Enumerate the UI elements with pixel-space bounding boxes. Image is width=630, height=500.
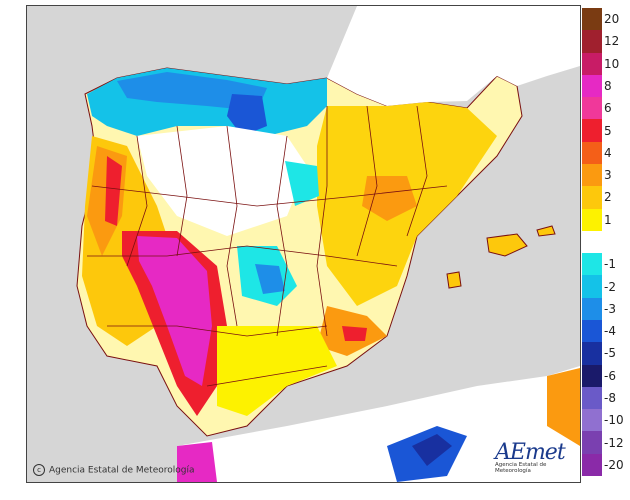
legend-swatch [582,386,602,410]
france-region [327,6,580,106]
legend-label: -12 [604,435,624,450]
legend-label: -2 [604,279,616,294]
aemet-logo: AEmet Agencia Estatal de Meteorología [495,440,577,476]
legend-swatch [582,164,602,187]
legend-swatch [582,8,602,31]
legend-label: -20 [604,457,624,472]
legend-label: 1 [604,212,612,227]
legend-swatch [582,297,602,321]
color-scale-legend [582,8,602,477]
legend-swatch [582,253,602,276]
legend-label: -3 [604,301,616,316]
warm-anomaly-southeast-red [342,326,367,341]
legend-swatch [582,74,602,98]
legend-label: -6 [604,368,616,383]
cold-anomaly-iberian [285,161,319,206]
copyright-notice: c Agencia Estatal de Meteorología [33,464,195,476]
balearic-ibiza [446,271,462,289]
copyright-icon: c [33,464,45,476]
temperature-anomaly-map [26,5,581,483]
legend-swatch [582,30,602,54]
legend-label: -1 [604,257,616,272]
north-africa-hot [177,442,217,482]
legend-swatch [582,52,602,76]
legend-swatch [582,119,602,143]
legend-swatch [582,275,602,299]
legend-swatch [582,453,602,477]
north-africa-cold-deep [412,434,452,466]
legend-label: -8 [604,391,616,405]
legend-swatch [582,364,602,388]
legend-swatch [582,141,602,165]
legend-swatch [582,320,602,343]
legend-label: 2 [604,190,612,205]
legend-swatch [582,342,602,366]
legend-label: 10 [604,56,620,71]
warm-anomaly-east-orange [362,176,417,221]
hot-anomaly-portugal [105,156,122,226]
extreme-anomaly-southwest [137,236,212,386]
legend-label: 5 [604,123,612,138]
cold-anomaly-cantabrian [227,94,267,136]
legend-label: 4 [604,145,612,160]
legend-label: -5 [604,346,616,361]
legend-swatch [582,97,602,120]
legend-label: -10 [604,413,624,428]
legend-label: 8 [604,79,612,93]
legend-label: 6 [604,101,612,116]
legend-label: 3 [604,168,612,183]
legend-label: 20 [604,12,620,27]
balearic-menorca [536,225,556,237]
cold-anomaly-north-deep [117,72,267,111]
legend-swatch [582,208,602,232]
legend-swatch [582,186,602,210]
warm-anomaly-andalusia [217,326,337,416]
legend-swatch [582,431,602,455]
balearic-mallorca [486,233,528,257]
neutral-north-plateau [137,126,307,236]
logo-brand: AEmet [495,440,566,465]
north-africa-warm-east [547,368,580,446]
province-borders [87,105,448,387]
copyright-text: Agencia Estatal de Meteorología [49,465,195,476]
map-canvas [76,6,580,482]
north-africa-region [177,366,580,482]
logo-subtext: Agencia Estatal de Meteorología [495,462,547,474]
legend-swatch [582,230,602,254]
legend-label: -4 [604,324,616,339]
legend-swatch [582,409,602,432]
legend-label: 12 [604,34,620,49]
cold-anomaly-center-deep [255,264,285,294]
